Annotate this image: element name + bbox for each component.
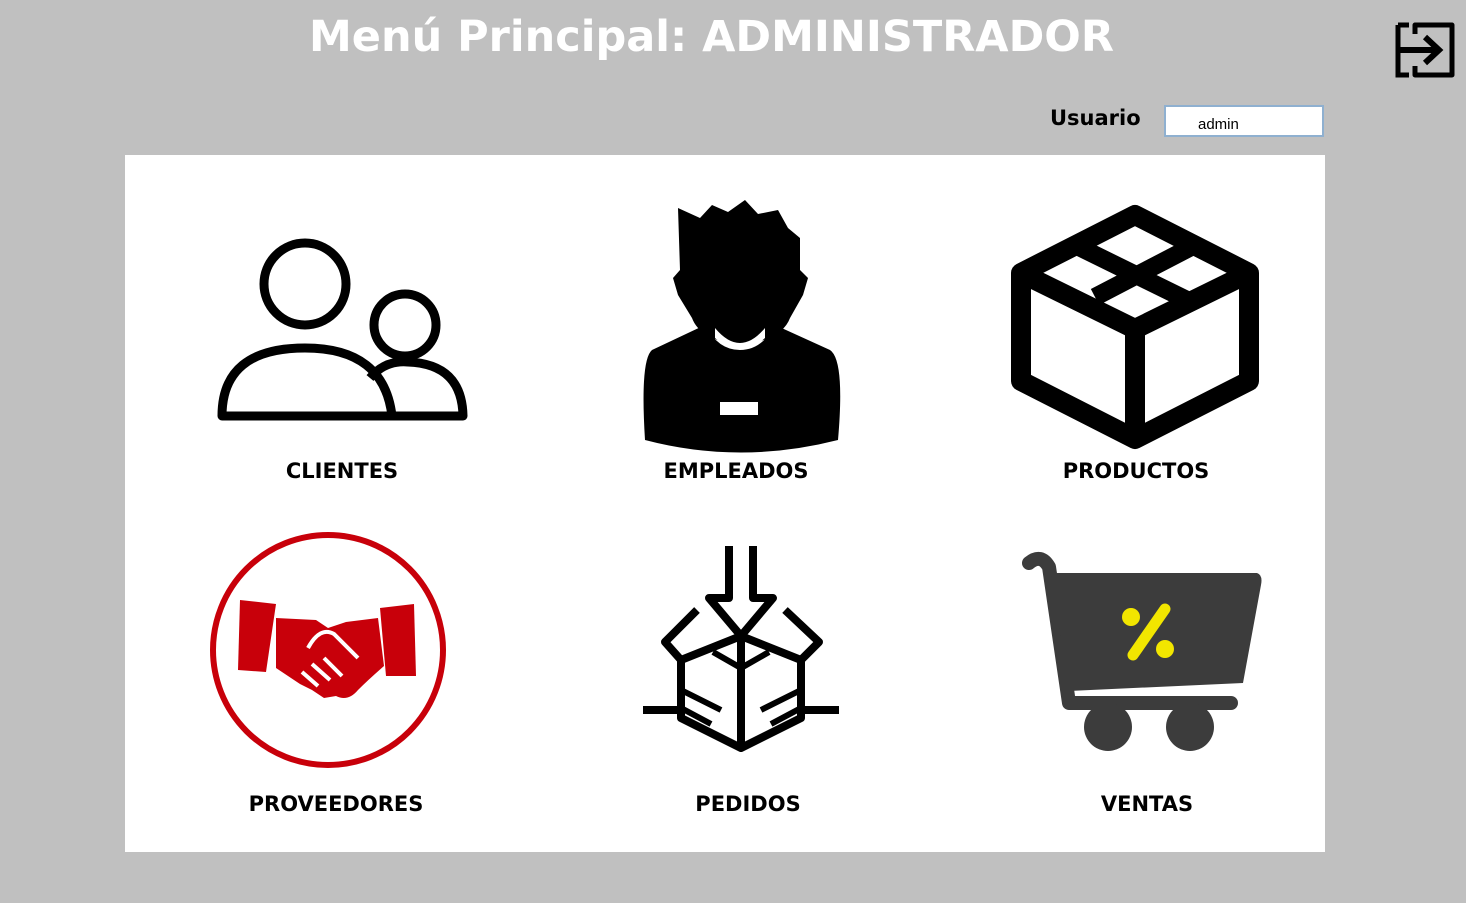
menu-item-pedidos[interactable]: PEDIDOS bbox=[625, 540, 875, 830]
user-label: Usuario bbox=[1050, 106, 1141, 130]
cart-discount-icon bbox=[1022, 551, 1262, 751]
box-icon bbox=[1011, 205, 1259, 449]
menu-item-label: PRODUCTOS bbox=[1062, 459, 1210, 483]
menu-item-clientes[interactable]: CLIENTES bbox=[185, 225, 485, 495]
package-in-icon bbox=[643, 546, 839, 752]
menu-item-proveedores[interactable]: PROVEEDORES bbox=[195, 525, 475, 825]
menu-item-label: CLIENTES bbox=[285, 459, 399, 483]
menu-item-label: VENTAS bbox=[1100, 792, 1194, 816]
menu-item-label: EMPLEADOS bbox=[663, 459, 809, 483]
clients-icon bbox=[217, 238, 468, 421]
menu-item-productos[interactable]: PRODUCTOS bbox=[995, 205, 1275, 495]
user-input[interactable] bbox=[1164, 105, 1324, 137]
exit-icon bbox=[1395, 22, 1455, 78]
menu-item-label: PROVEEDORES bbox=[248, 792, 424, 816]
employee-icon bbox=[643, 200, 841, 453]
menu-item-ventas[interactable]: VENTAS bbox=[1005, 545, 1275, 830]
menu-item-empleados[interactable]: EMPLEADOS bbox=[585, 195, 885, 495]
exit-button[interactable] bbox=[1393, 16, 1459, 82]
menu-panel: CLIENTES EMPLEADOS PRODUCTOS bbox=[125, 155, 1325, 852]
handshake-icon bbox=[210, 532, 446, 768]
page-title: Menú Principal: ADMINISTRADOR bbox=[309, 12, 1114, 62]
menu-item-label: PEDIDOS bbox=[695, 792, 801, 816]
